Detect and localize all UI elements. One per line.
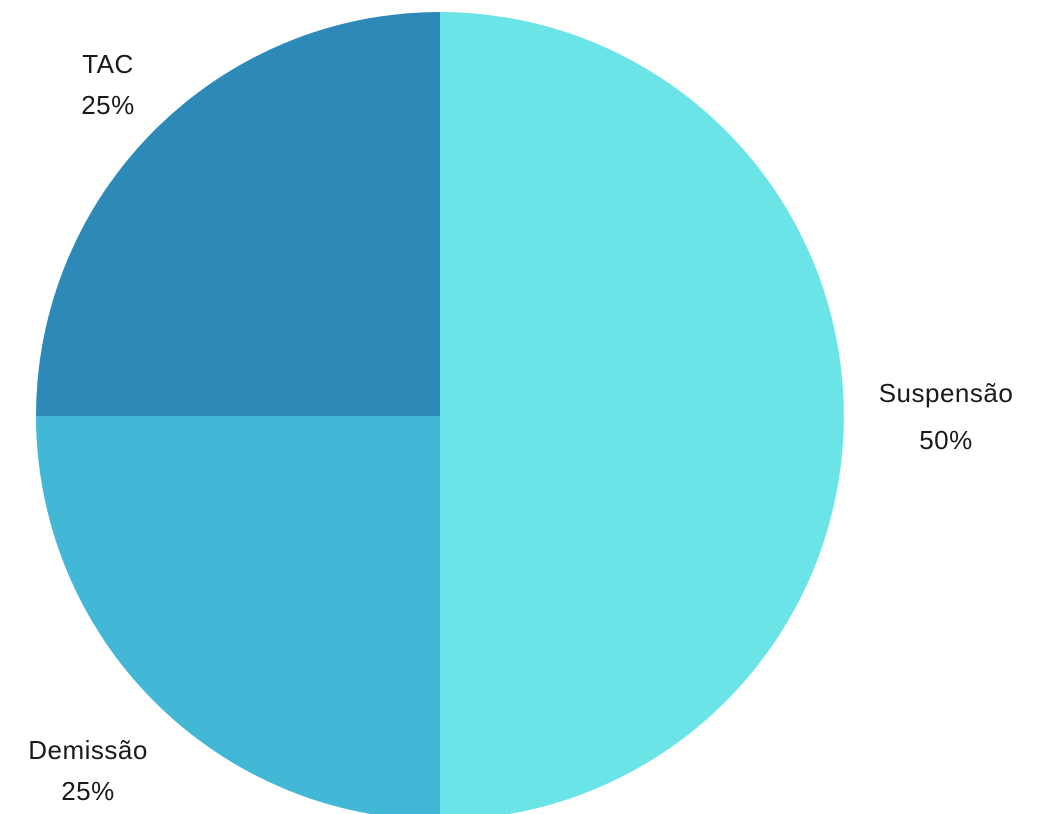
pie-labels: Suspensão 50% Demissão 25% TAC 25% [28, 49, 1013, 806]
pie-slice-demissao [36, 416, 440, 814]
slice-percent-label: 25% [81, 90, 135, 120]
pie-slice-suspensao [440, 12, 844, 814]
slice-percent-label: 25% [61, 776, 115, 806]
slice-percent-label: 50% [919, 425, 973, 455]
slice-label: Demissão [28, 735, 148, 765]
pie-slice-tac [36, 12, 440, 416]
slice-label: TAC [82, 49, 134, 79]
pie-slices [36, 12, 844, 814]
slice-label: Suspensão [879, 378, 1014, 408]
